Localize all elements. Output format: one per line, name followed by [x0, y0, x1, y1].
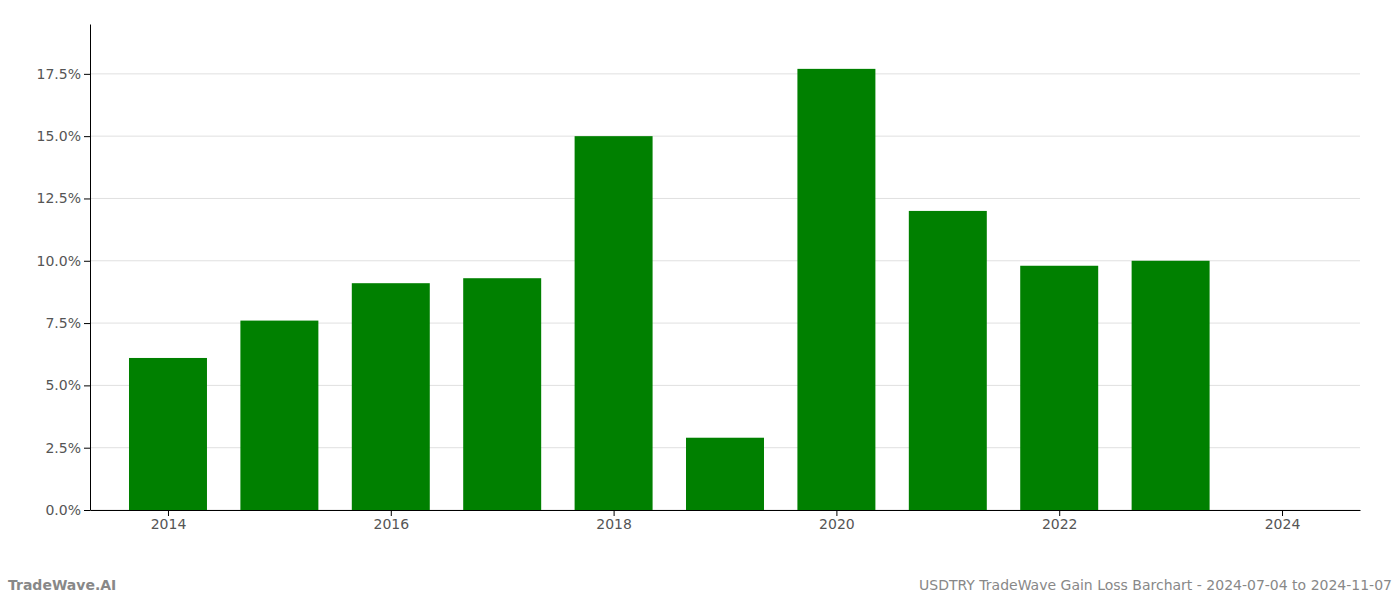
tick-label: 2016 [373, 516, 409, 532]
y-tick: 0.0% [45, 502, 90, 518]
plot: 2014 2016 2018 2020 2022 2024 0.0% 2.5% 5.0% 7.5%… [37, 25, 1361, 532]
grid-line [90, 73, 1360, 74]
x-axis: 2014 2016 2018 2020 2022 2024 [91, 510, 1361, 532]
x-tick: 2018 [596, 510, 632, 532]
tick-mark [84, 136, 90, 137]
tick-label: 17.5% [37, 66, 81, 82]
tick-label: 2.5% [45, 440, 81, 456]
axis-line [90, 25, 91, 511]
bar [240, 321, 318, 510]
y-tick: 17.5% [37, 66, 90, 82]
bar [352, 283, 430, 510]
bar [797, 69, 875, 510]
bar [1132, 261, 1210, 510]
y-tick: 12.5% [37, 190, 90, 206]
tick-mark [84, 510, 90, 511]
bar [129, 358, 207, 510]
bar [575, 136, 653, 510]
tick-label: 2018 [596, 516, 632, 532]
tick-mark [84, 448, 90, 449]
bar [463, 278, 541, 510]
tick-label: 2020 [819, 516, 855, 532]
y-tick: 10.0% [37, 253, 90, 269]
tick-label: 5.0% [45, 377, 81, 393]
tick-mark [84, 385, 90, 386]
tick-label: 12.5% [37, 190, 81, 206]
tick-label: 7.5% [45, 315, 81, 331]
tick-mark [84, 261, 90, 262]
bar [909, 211, 987, 510]
y-tick: 5.0% [45, 377, 90, 393]
tick-label: 15.0% [37, 128, 81, 144]
axis-line [91, 510, 1361, 511]
y-tick: 2.5% [45, 440, 90, 456]
y-tick: 7.5% [45, 315, 90, 331]
x-tick: 2022 [1042, 510, 1078, 532]
tick-mark [84, 198, 90, 199]
x-tick: 2020 [819, 510, 855, 532]
tick-label: 2022 [1042, 516, 1078, 532]
x-tick: 2016 [373, 510, 409, 532]
grid [90, 74, 1360, 510]
chart: 2014 2016 2018 2020 2022 2024 0.0% 2.5% 5.0% 7.5%… [0, 0, 1400, 600]
bars [129, 69, 1210, 510]
grid-line [90, 136, 1360, 137]
grid-line [90, 198, 1360, 199]
tick-label: 0.0% [45, 502, 81, 518]
tick-mark [84, 323, 90, 324]
x-tick: 2024 [1265, 510, 1301, 532]
bar [1020, 266, 1098, 510]
tick-label: 10.0% [37, 253, 81, 269]
x-tick: 2014 [151, 510, 187, 532]
footer-left: TradeWave.AI [8, 577, 116, 593]
y-tick: 15.0% [37, 128, 90, 144]
tick-label: 2024 [1265, 516, 1301, 532]
tick-label: 2014 [151, 516, 187, 532]
y-axis: 0.0% 2.5% 5.0% 7.5% 10.0% 12.5% 15.0% 17.5% [37, 25, 91, 518]
tick-mark [84, 74, 90, 75]
bar [686, 438, 764, 510]
footer-right: USDTRY TradeWave Gain Loss Barchart - 20… [919, 577, 1392, 593]
